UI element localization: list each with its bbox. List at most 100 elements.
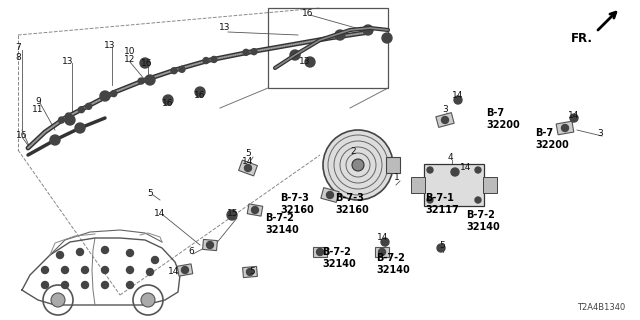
- Text: 2: 2: [350, 148, 356, 156]
- Text: 3: 3: [597, 129, 603, 138]
- Circle shape: [42, 267, 49, 274]
- Circle shape: [382, 33, 392, 43]
- Circle shape: [111, 91, 116, 97]
- Circle shape: [195, 87, 205, 97]
- Circle shape: [102, 246, 109, 253]
- Circle shape: [146, 76, 152, 82]
- Circle shape: [182, 267, 189, 274]
- Text: 13: 13: [220, 23, 231, 33]
- Circle shape: [442, 116, 449, 124]
- Circle shape: [561, 124, 568, 132]
- Circle shape: [78, 107, 84, 113]
- Circle shape: [77, 249, 83, 255]
- Circle shape: [475, 167, 481, 173]
- Text: 16: 16: [163, 100, 173, 108]
- Text: 3: 3: [442, 106, 448, 115]
- Circle shape: [102, 267, 109, 274]
- Text: B-7-3
32160: B-7-3 32160: [335, 193, 369, 215]
- Text: 14: 14: [568, 110, 580, 119]
- Circle shape: [127, 267, 134, 274]
- Text: B-7-2
32140: B-7-2 32140: [376, 253, 410, 275]
- Circle shape: [227, 210, 237, 220]
- Text: 10: 10: [124, 47, 136, 57]
- Text: B-7-2
32140: B-7-2 32140: [466, 210, 500, 232]
- Text: T2A4B1340: T2A4B1340: [577, 303, 625, 312]
- Circle shape: [381, 238, 389, 246]
- Text: 5: 5: [439, 241, 445, 250]
- Circle shape: [211, 56, 217, 62]
- Text: B-7-1
32117: B-7-1 32117: [425, 193, 459, 215]
- Polygon shape: [177, 264, 193, 276]
- Bar: [386, 157, 400, 173]
- Circle shape: [86, 103, 92, 109]
- Text: B-7-3
32160: B-7-3 32160: [280, 193, 314, 215]
- Circle shape: [56, 252, 63, 259]
- Text: B-7-2
32140: B-7-2 32140: [265, 213, 299, 235]
- Circle shape: [81, 267, 88, 274]
- Polygon shape: [239, 160, 257, 176]
- Text: 13: 13: [300, 58, 311, 67]
- Circle shape: [147, 268, 154, 276]
- Circle shape: [475, 197, 481, 203]
- Polygon shape: [243, 267, 257, 277]
- Circle shape: [326, 191, 333, 198]
- Circle shape: [179, 66, 185, 72]
- Circle shape: [290, 50, 300, 60]
- Text: 1: 1: [394, 173, 400, 182]
- Text: 5: 5: [249, 268, 255, 276]
- Circle shape: [427, 167, 433, 173]
- Text: 9: 9: [35, 97, 41, 106]
- Circle shape: [75, 123, 85, 133]
- Text: 14: 14: [168, 268, 180, 276]
- Circle shape: [51, 293, 65, 307]
- Circle shape: [437, 244, 445, 252]
- Circle shape: [145, 75, 155, 85]
- Circle shape: [65, 115, 75, 125]
- Polygon shape: [313, 247, 327, 257]
- Text: 6: 6: [188, 247, 194, 257]
- Polygon shape: [556, 121, 574, 135]
- Polygon shape: [321, 188, 339, 202]
- Text: 14: 14: [154, 209, 166, 218]
- Circle shape: [378, 249, 385, 255]
- Text: B-7-2
32140: B-7-2 32140: [322, 247, 356, 268]
- Bar: [268, 8, 388, 88]
- Circle shape: [243, 49, 249, 55]
- Text: 7: 7: [15, 44, 21, 52]
- Text: 14: 14: [460, 164, 472, 172]
- Circle shape: [103, 93, 109, 100]
- Text: 16: 16: [302, 9, 314, 18]
- Text: FR.: FR.: [571, 32, 593, 45]
- Circle shape: [203, 58, 209, 64]
- Circle shape: [152, 257, 159, 263]
- Circle shape: [50, 135, 60, 145]
- Circle shape: [171, 68, 177, 74]
- Circle shape: [454, 96, 462, 104]
- Text: 14: 14: [243, 157, 253, 166]
- Polygon shape: [375, 247, 389, 257]
- Text: B-7
32200: B-7 32200: [486, 108, 520, 130]
- Polygon shape: [247, 204, 263, 216]
- Circle shape: [102, 282, 109, 289]
- Circle shape: [335, 30, 345, 40]
- Circle shape: [323, 130, 393, 200]
- Circle shape: [317, 249, 323, 255]
- Circle shape: [363, 25, 373, 35]
- Text: 15: 15: [227, 210, 239, 219]
- Circle shape: [427, 197, 433, 203]
- Circle shape: [81, 282, 88, 289]
- Text: 16: 16: [141, 59, 153, 68]
- Circle shape: [127, 282, 134, 289]
- Text: 14: 14: [378, 234, 388, 243]
- Text: 11: 11: [32, 105, 44, 114]
- Bar: [411, 177, 425, 193]
- FancyBboxPatch shape: [424, 164, 484, 206]
- Circle shape: [141, 293, 155, 307]
- Text: 12: 12: [124, 55, 136, 65]
- Circle shape: [244, 164, 252, 172]
- Circle shape: [207, 242, 214, 249]
- Circle shape: [65, 113, 72, 119]
- Text: 16: 16: [195, 92, 205, 100]
- Text: B-7
32200: B-7 32200: [535, 128, 569, 149]
- Circle shape: [127, 250, 134, 257]
